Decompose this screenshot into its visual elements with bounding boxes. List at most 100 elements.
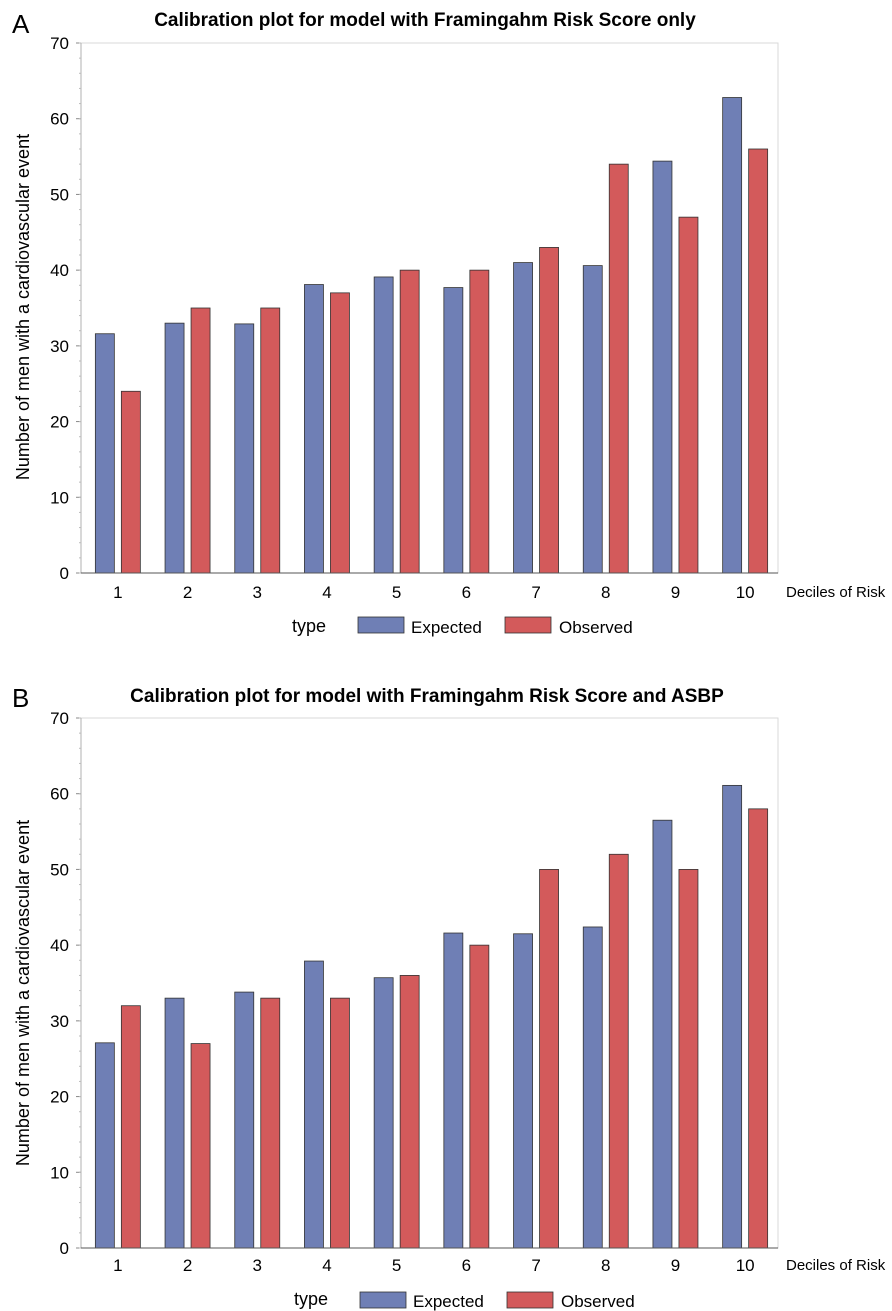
- bar-expected-9: [652, 819, 673, 1249]
- bar-observed-1: [120, 1005, 141, 1249]
- x-tick-label: 5: [392, 1256, 401, 1275]
- y-tick-label: 20: [50, 413, 69, 432]
- bar-observed-3: [260, 997, 281, 1249]
- bar-observed-8: [608, 853, 629, 1249]
- bar-observed-8: [608, 163, 629, 574]
- x-tick-label: 2: [183, 583, 192, 602]
- chart-title: Calibration plot for model with Framinga…: [154, 10, 696, 31]
- bar-expected-9: [652, 160, 673, 574]
- x-tick-label: 6: [462, 583, 471, 602]
- x-tick-label: 7: [531, 583, 540, 602]
- bar-observed-7: [539, 869, 559, 1249]
- legend-swatch-observed: [506, 1291, 554, 1309]
- bar-observed-6: [469, 944, 490, 1249]
- bar-expected-1: [94, 1042, 115, 1249]
- x-tick-label: 10: [736, 583, 755, 602]
- y-tick-label: 40: [50, 261, 69, 280]
- x-tick-label: 10: [736, 1256, 755, 1275]
- legend-label-expected: Expected: [413, 1292, 484, 1311]
- y-tick-label: 60: [50, 110, 69, 129]
- legend-swatch-expected: [359, 1291, 407, 1309]
- bar-observed-10: [748, 148, 769, 574]
- bar-expected-5: [373, 276, 394, 574]
- bar-observed-5: [399, 975, 420, 1249]
- bar-observed-1: [120, 390, 141, 574]
- x-tick-label: 5: [392, 583, 401, 602]
- legend-label-observed: Observed: [559, 618, 633, 637]
- legend-label-observed: Observed: [561, 1292, 635, 1311]
- bar-observed-5: [399, 269, 420, 574]
- bar-observed-10: [748, 808, 769, 1249]
- x-tick-label: 3: [253, 1256, 262, 1275]
- y-axis-label: Number of men with a cardiovascular even…: [13, 134, 33, 480]
- legend-title: type: [292, 616, 326, 636]
- bar-expected-8: [582, 265, 603, 574]
- x-tick-label: 8: [601, 1256, 610, 1275]
- bar-expected-10: [722, 97, 743, 574]
- y-tick-label: 0: [60, 564, 69, 583]
- y-tick-label: 10: [50, 488, 69, 507]
- bar-observed-4: [330, 997, 350, 1249]
- bar-observed-4: [330, 292, 350, 574]
- y-axis: 0 10 20 30 40 50 60 70: [50, 34, 82, 583]
- chart-panel-b: B Calibration plot for model with Framin…: [12, 683, 886, 1311]
- bar-observed-9: [678, 869, 699, 1249]
- y-tick-label: 70: [50, 709, 69, 728]
- bar-expected-7: [513, 262, 533, 574]
- chart-panel-a: A Calibration plot for model with Framin…: [12, 9, 886, 637]
- x-tick-label: 1: [113, 583, 122, 602]
- legend: type Expected Observed: [294, 1289, 635, 1311]
- y-tick-label: 30: [50, 1012, 69, 1031]
- legend-swatch-observed: [504, 616, 552, 634]
- x-tick-label: 2: [183, 1256, 192, 1275]
- x-tick-label: 3: [253, 583, 262, 602]
- x-tick-label: 4: [322, 1256, 331, 1275]
- panel-label: B: [12, 683, 29, 713]
- legend-label-expected: Expected: [411, 618, 482, 637]
- bar-group: [94, 784, 769, 1249]
- y-axis-label: Number of men with a cardiovascular even…: [13, 820, 33, 1166]
- bar-expected-3: [234, 991, 255, 1249]
- x-tick-label: 6: [462, 1256, 471, 1275]
- x-tick-label: 9: [671, 1256, 680, 1275]
- y-tick-label: 40: [50, 936, 69, 955]
- bar-group: [94, 97, 769, 574]
- x-axis: 1 2 3 4 5 6 7 8 9 10: [81, 572, 778, 602]
- bar-observed-6: [469, 269, 490, 574]
- legend-swatch-expected: [357, 616, 405, 634]
- plot-frame: [80, 42, 779, 574]
- bar-expected-3: [234, 323, 255, 574]
- x-axis-label: Deciles of Risk: [786, 584, 886, 601]
- bar-expected-1: [94, 333, 115, 574]
- x-axis-label: Deciles of Risk: [786, 1257, 886, 1274]
- bar-observed-7: [539, 247, 559, 574]
- x-tick-label: 7: [531, 1256, 540, 1275]
- bar-observed-9: [678, 216, 699, 574]
- y-tick-label: 50: [50, 185, 69, 204]
- bar-expected-6: [443, 287, 464, 574]
- y-tick-label: 60: [50, 785, 69, 804]
- bar-observed-2: [190, 307, 211, 574]
- y-tick-label: 20: [50, 1088, 69, 1107]
- y-tick-label: 0: [60, 1239, 69, 1258]
- legend: type Expected Observed: [292, 616, 633, 637]
- y-tick-label: 30: [50, 337, 69, 356]
- y-tick-label: 70: [50, 34, 69, 53]
- x-tick-label: 8: [601, 583, 610, 602]
- x-tick-label: 9: [671, 583, 680, 602]
- x-tick-label: 4: [322, 583, 331, 602]
- bar-expected-5: [373, 977, 394, 1249]
- plot-frame: [80, 717, 779, 1249]
- bar-expected-4: [304, 960, 324, 1249]
- y-tick-label: 50: [50, 860, 69, 879]
- legend-title: type: [294, 1289, 328, 1309]
- y-tick-label: 10: [50, 1163, 69, 1182]
- bar-expected-8: [582, 926, 603, 1249]
- bar-expected-4: [304, 284, 324, 574]
- bar-expected-6: [443, 932, 464, 1249]
- chart-title: Calibration plot for model with Framinga…: [130, 686, 724, 707]
- bar-expected-10: [722, 784, 743, 1249]
- x-axis: 1 2 3 4 5 6 7 8 9 10: [81, 1247, 778, 1275]
- bar-observed-2: [190, 1043, 211, 1249]
- panel-label: A: [12, 9, 30, 39]
